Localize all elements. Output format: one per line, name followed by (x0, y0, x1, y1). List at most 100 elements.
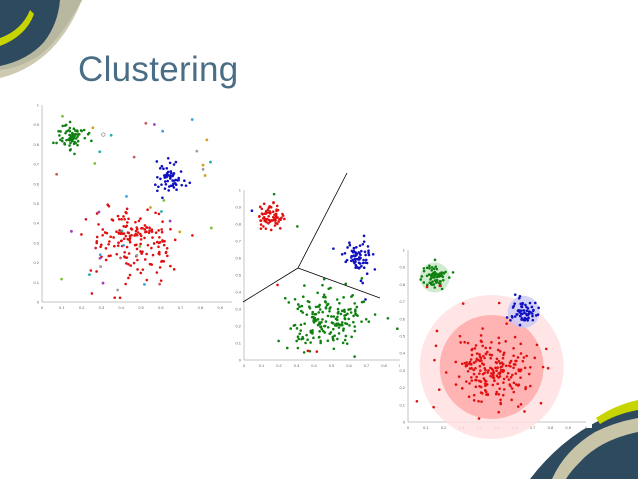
data-point (505, 316, 509, 319)
data-point (104, 258, 108, 262)
data-point (165, 246, 169, 250)
noise-point (203, 174, 207, 177)
top-left-ornament (0, 0, 82, 78)
noise-point (98, 253, 102, 257)
data-point (493, 379, 496, 383)
data-point (430, 266, 434, 269)
data-point (522, 309, 526, 312)
data-point (275, 204, 279, 208)
data-point (130, 233, 133, 237)
data-point (508, 383, 512, 386)
data-point (478, 372, 481, 375)
data-point (333, 334, 336, 337)
data-point (308, 349, 312, 353)
data-point (504, 364, 508, 368)
data-point (337, 326, 341, 329)
data-point (139, 238, 143, 241)
data-point (177, 176, 181, 180)
data-point (513, 315, 517, 318)
data-point (135, 247, 139, 251)
data-point (317, 335, 321, 339)
y-tick-label: 0.1 (235, 341, 241, 346)
data-point (263, 212, 267, 216)
data-point (148, 226, 151, 230)
data-point (139, 271, 143, 275)
x-tick-label: 0.1 (423, 425, 429, 430)
data-point (104, 247, 108, 250)
data-point (362, 258, 365, 262)
data-point (271, 210, 275, 214)
data-point (136, 268, 139, 271)
data-point (352, 247, 356, 250)
data-point (510, 387, 514, 390)
data-point (508, 361, 512, 365)
data-point (139, 250, 142, 253)
data-point (188, 181, 192, 185)
noise-point (461, 302, 465, 305)
data-point (350, 295, 353, 298)
noise-point (93, 162, 97, 165)
data-point (478, 353, 481, 356)
data-point (528, 384, 532, 388)
data-point (303, 322, 306, 325)
x-tick-label: 0.5 (329, 363, 335, 368)
data-point (130, 228, 134, 231)
data-point (150, 230, 154, 233)
noise-point (539, 401, 543, 405)
noise-point (306, 349, 310, 353)
data-point (141, 226, 144, 230)
x-tick-label: 0.1 (259, 363, 265, 368)
x-tick-label: 0.7 (530, 425, 536, 430)
data-point (492, 376, 496, 380)
data-point (513, 335, 517, 339)
data-point (488, 346, 492, 350)
data-point (337, 310, 340, 314)
data-point (483, 389, 487, 392)
data-point (349, 311, 353, 314)
data-point (514, 363, 517, 366)
data-point (354, 310, 357, 313)
y-tick-label: 0.5 (399, 334, 405, 339)
data-point (59, 130, 62, 133)
data-point (360, 264, 363, 268)
data-point (175, 188, 178, 192)
data-point (362, 234, 366, 238)
data-point (293, 297, 297, 301)
data-point (512, 381, 516, 385)
data-point (63, 141, 66, 145)
data-point (173, 181, 177, 185)
data-point (344, 334, 348, 338)
data-point (427, 273, 431, 276)
data-point (299, 309, 303, 313)
partition-line (242, 267, 299, 303)
data-point (433, 258, 437, 262)
data-point (149, 262, 153, 266)
data-point (314, 305, 318, 309)
data-point (311, 315, 315, 319)
noise-point (138, 245, 142, 248)
data-point (346, 246, 349, 249)
data-point (305, 333, 308, 337)
y-tick-label: 0 (403, 420, 406, 425)
data-point (125, 245, 129, 249)
data-point (312, 319, 316, 322)
data-point (362, 300, 366, 303)
noise-point (135, 253, 139, 257)
data-point (160, 183, 163, 186)
data-point (309, 329, 313, 333)
data-point (348, 241, 351, 245)
noise-point (483, 382, 487, 385)
data-point (316, 291, 319, 295)
noise-point (259, 227, 263, 230)
data-point (158, 252, 161, 256)
data-point (169, 184, 173, 187)
data-point (435, 329, 439, 333)
data-point (124, 210, 128, 214)
y-tick-label: 0.2 (33, 260, 39, 265)
data-point (353, 257, 357, 261)
partition-line (297, 172, 348, 269)
noise-point (276, 283, 279, 287)
data-point (171, 173, 175, 177)
data-point (147, 231, 151, 234)
data-point (519, 302, 523, 306)
